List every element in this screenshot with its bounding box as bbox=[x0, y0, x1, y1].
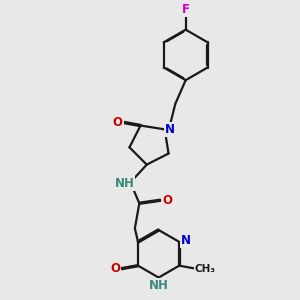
Text: F: F bbox=[182, 3, 190, 16]
Text: O: O bbox=[110, 262, 120, 275]
Text: O: O bbox=[113, 116, 123, 129]
Text: N: N bbox=[165, 123, 175, 136]
Text: CH₃: CH₃ bbox=[195, 264, 216, 274]
Text: O: O bbox=[163, 194, 172, 207]
Text: NH: NH bbox=[115, 177, 134, 190]
Text: NH: NH bbox=[149, 279, 169, 292]
Text: N: N bbox=[181, 234, 191, 247]
